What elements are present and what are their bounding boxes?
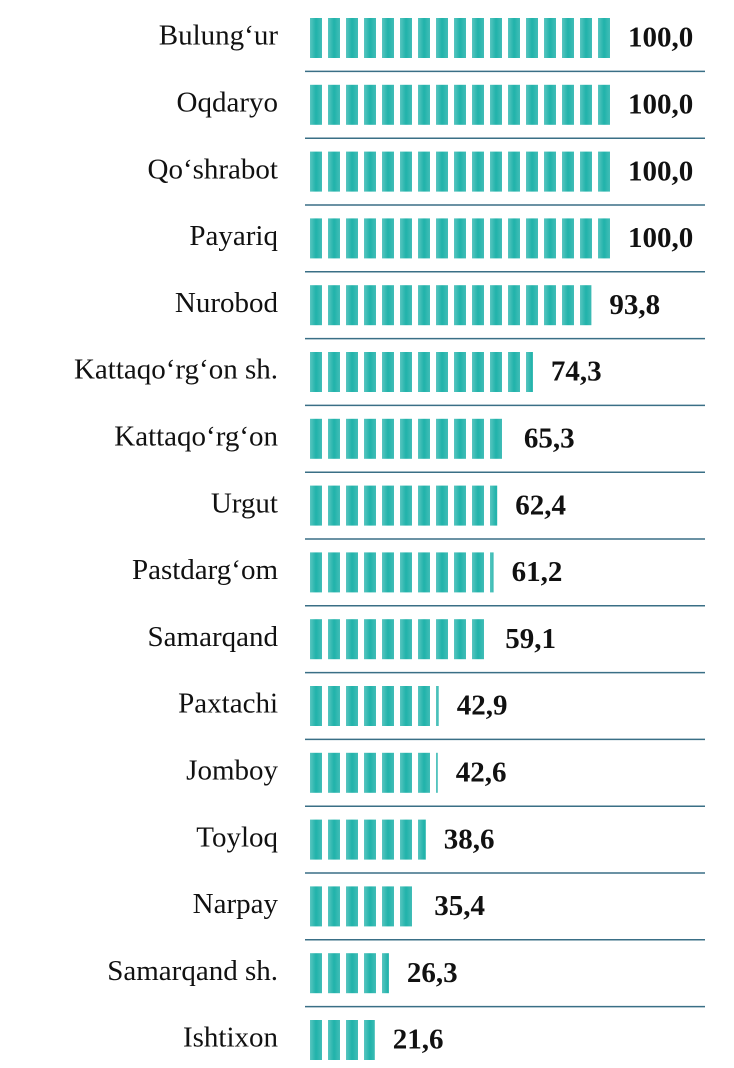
bar [310,552,494,593]
value-label: 38,6 [444,823,495,855]
bar [310,686,439,726]
value-label: 100,0 [628,88,693,120]
value-label: 59,1 [505,623,556,655]
bar [310,218,610,259]
bar [310,886,417,927]
value-label: 62,4 [515,489,566,521]
value-label: 42,6 [456,756,507,788]
bar [310,1020,375,1060]
bar [310,485,498,526]
bar [310,18,610,58]
value-label: 35,4 [434,890,485,922]
category-label: Samarqand sh. [107,955,278,987]
category-label: Urgut [211,487,278,519]
value-label: 65,3 [524,422,575,454]
bar [310,84,610,125]
category-label: Paxtachi [178,688,278,720]
bar [310,285,592,326]
value-label: 21,6 [393,1024,444,1056]
category-label: Qo‘shrabot [148,153,278,185]
category-label: Kattaqo‘rg‘on sh. [74,354,278,386]
value-label: 61,2 [512,556,563,588]
category-label: Narpay [193,888,279,920]
value-label: 100,0 [628,155,693,187]
bar [310,619,488,660]
bar [310,953,389,994]
value-label: 93,8 [609,289,660,321]
value-label: 100,0 [628,222,693,254]
category-label: Jomboy [186,754,278,786]
category-label: Payariq [189,220,278,252]
value-label: 26,3 [407,957,458,989]
bar [310,151,610,192]
category-label: Bulung‘ur [159,20,279,52]
bar [310,819,426,860]
category-label: Toyloq [196,821,278,853]
category-label: Kattaqo‘rg‘on [114,420,278,452]
value-label: 100,0 [628,22,693,54]
category-label: Pastdarg‘om [132,554,279,586]
category-label: Samarqand [148,621,279,653]
value-label: 42,9 [457,690,508,722]
value-label: 74,3 [551,356,602,388]
category-label: Nurobod [175,287,279,319]
category-label: Ishtixon [183,1022,279,1054]
category-label: Oqdaryo [177,86,278,118]
bar [310,352,533,392]
bar [310,752,438,793]
bar [310,418,506,459]
